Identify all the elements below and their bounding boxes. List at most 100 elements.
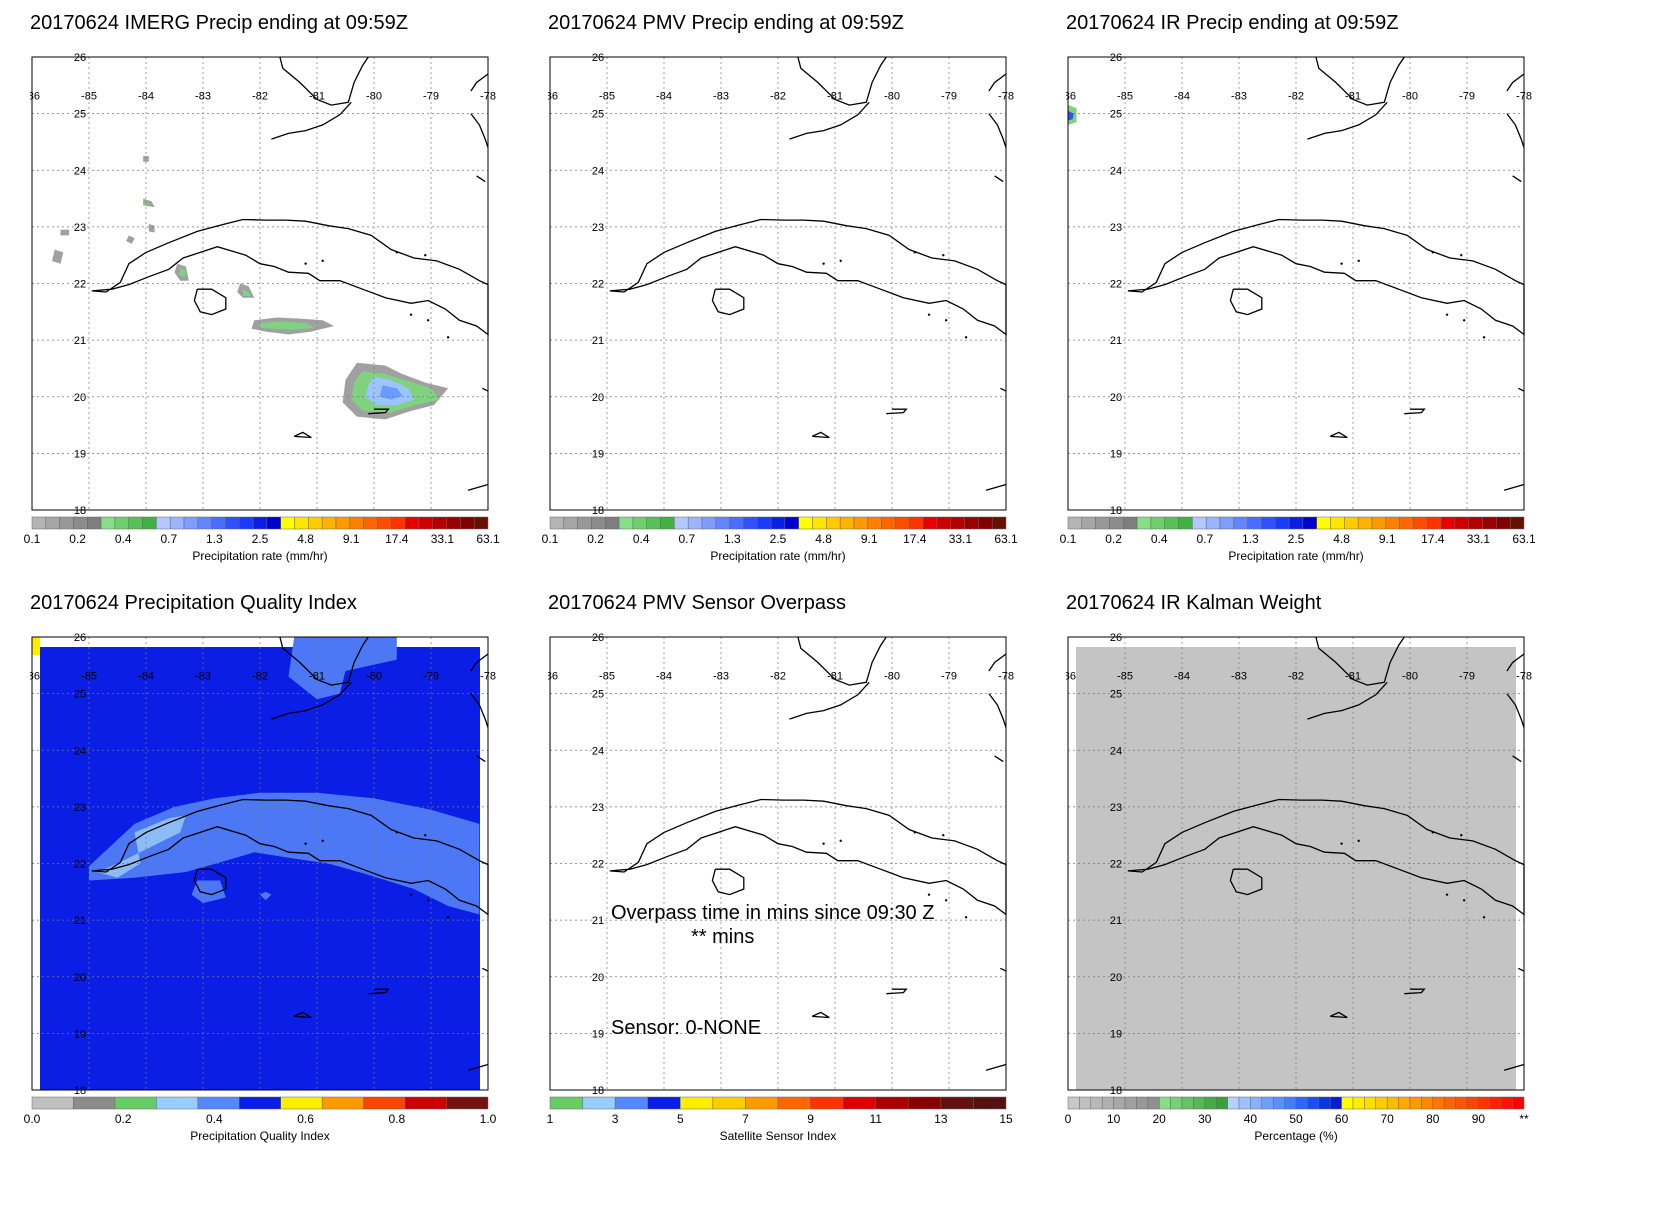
panel-title: 20170624 IR Precip ending at 09:59Z: [1066, 12, 1399, 34]
colorbar-tick-label: 2.5: [769, 532, 787, 546]
lat-label: 19: [592, 1028, 604, 1040]
colorbar-cell: [549, 516, 565, 530]
colorbar-tick-label: 0: [1064, 1112, 1072, 1126]
coastline: [476, 755, 486, 763]
panel-title: 20170624 PMV Sensor Overpass: [548, 592, 846, 614]
colorbar-cell: [745, 1096, 779, 1110]
lon-label: -82: [252, 90, 268, 102]
map-svg: -86-85-84-83-82-81-80-79-782625242322212…: [30, 52, 496, 530]
colorbar-tick-label: 0.1: [1059, 532, 1077, 546]
colorbar-tick-label: 0.6: [297, 1112, 314, 1126]
colorbar-cell: [1364, 1096, 1377, 1110]
colorbar-cell: [973, 1096, 1007, 1110]
precip-area: [179, 267, 186, 278]
panel-title: 20170624 PMV Precip ending at 09:59Z: [548, 12, 904, 34]
colorbar-cell: [114, 1096, 157, 1110]
lat-label: 21: [592, 335, 604, 347]
colorbar-cell: [1178, 516, 1193, 530]
lat-label: 25: [1110, 109, 1122, 121]
colorbar-tick-label: 9: [807, 1112, 814, 1126]
island: [1431, 251, 1434, 254]
coastline: [1307, 101, 1388, 140]
colorbar-cell: [1496, 516, 1511, 530]
colorbar-cell: [1357, 516, 1373, 530]
colorbar-cell: [1181, 1096, 1194, 1110]
lat-label: 22: [74, 279, 86, 291]
lon-label: -81: [309, 90, 325, 102]
lon-label: -79: [1459, 670, 1475, 682]
colorbar-cell: [839, 516, 855, 530]
island: [1462, 319, 1466, 322]
lat-label: 26: [592, 52, 604, 64]
colorbar-cell: [715, 516, 730, 530]
colorbar-cell: [1272, 1096, 1285, 1110]
colorbar-label: Percentage (%): [1254, 1129, 1338, 1143]
colorbar-cell: [1095, 516, 1110, 530]
island: [927, 313, 931, 316]
colorbar-tick-label: 0.7: [160, 532, 178, 546]
colorbar-cell: [377, 516, 392, 530]
colorbar-cell: [432, 516, 447, 530]
lat-label: 25: [592, 689, 604, 701]
coastline: [1329, 431, 1348, 439]
coastline: [193, 288, 227, 316]
colorbar-cell: [211, 516, 226, 530]
colorbar-tick-label: 63.1: [994, 532, 1018, 546]
lat-label: 23: [1110, 802, 1122, 814]
colorbar-cell: [1081, 516, 1096, 530]
colorbar-cell: [156, 1096, 199, 1110]
lat-label: 24: [1110, 745, 1122, 757]
lat-label: 26: [74, 632, 86, 644]
lon-label: -82: [252, 670, 268, 682]
colorbar-label: Precipitation rate (mm/hr): [192, 549, 328, 563]
lon-label: -82: [1288, 670, 1304, 682]
colorbar-cell: [1109, 516, 1124, 530]
lon-label: -79: [423, 90, 439, 102]
coastline: [1512, 755, 1522, 763]
colorbar-tick-label: 15: [999, 1112, 1013, 1126]
island: [1340, 262, 1343, 265]
colorbar-cell: [549, 1096, 583, 1110]
island: [395, 251, 398, 254]
colorbar-cell: [632, 516, 647, 530]
colorbar-cell: [674, 516, 689, 530]
colorbar-cell: [812, 516, 827, 530]
lat-label: 24: [592, 165, 604, 177]
island: [304, 262, 307, 265]
lon-label: -85: [1117, 670, 1133, 682]
colorbar-cell: [618, 516, 634, 530]
colorbar-tick-label: 60: [1334, 1112, 1349, 1126]
coastline: [1506, 113, 1525, 148]
island: [409, 893, 413, 896]
lon-label: -84: [138, 90, 154, 102]
colorbar-tick-label: 1: [546, 1112, 554, 1126]
colorbar-cell: [582, 1096, 616, 1110]
colorbar-cell: [404, 516, 420, 530]
colorbar-cell: [614, 1096, 648, 1110]
colorbar-cell: [225, 516, 240, 530]
lon-label: -86: [548, 90, 558, 102]
colorbar-cell: [280, 1096, 323, 1110]
colorbar-cell: [770, 516, 786, 530]
precip-area: [379, 385, 403, 400]
colorbar-tick-label: 0.4: [206, 1112, 223, 1126]
colorbar-cell: [964, 516, 979, 530]
coastline: [91, 798, 489, 916]
colorbar-tick-label: 5: [676, 1112, 684, 1126]
coastline: [994, 755, 1004, 763]
coastline: [482, 967, 489, 972]
colorbar-cell: [183, 516, 199, 530]
coastline: [1506, 693, 1525, 728]
colorbar: [549, 1096, 1007, 1110]
colorbar-tick-label: 17.4: [385, 532, 409, 546]
precip-area: [1068, 110, 1074, 121]
coastline: [470, 693, 489, 728]
island: [944, 319, 948, 322]
colorbar-cell: [853, 516, 869, 530]
map-frame: [549, 56, 1007, 511]
colorbar-cell: [142, 516, 157, 530]
colorbar-cell: [1427, 516, 1442, 530]
colorbar-cell: [252, 516, 268, 530]
lat-label: 23: [74, 222, 86, 234]
coastline: [476, 175, 486, 183]
